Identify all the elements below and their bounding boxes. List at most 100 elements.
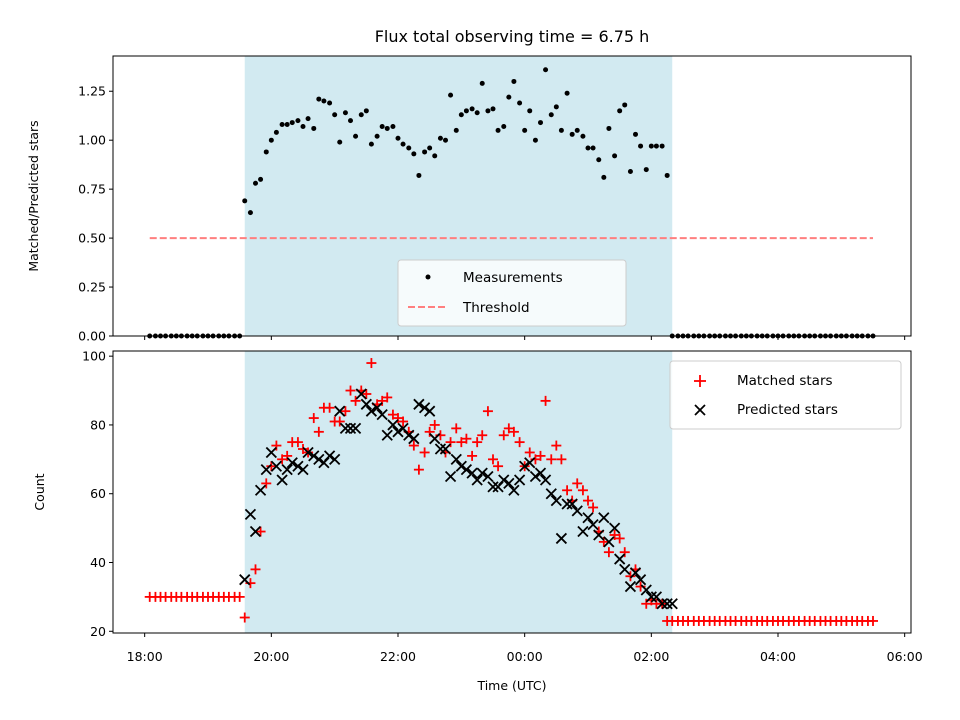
measurement-point [469, 106, 475, 112]
measurement-point [311, 125, 317, 131]
legend-measurements-label: Measurements [463, 270, 563, 286]
predicted-star-point [376, 408, 388, 421]
predicted-star-point [629, 567, 642, 579]
measurement-point [574, 127, 580, 133]
bottom-y-tick-label: 100 [82, 349, 106, 364]
predicted-star-point [450, 453, 462, 465]
top-y-axis-label: Matched/Predicted stars [26, 120, 41, 271]
matched-star-point [250, 564, 261, 575]
bottom-y-tick-label: 60 [90, 486, 106, 501]
matched-star-point [445, 437, 456, 448]
measurement-point [474, 110, 480, 116]
predicted-star-point [598, 512, 610, 524]
predicted-star-point [403, 429, 415, 441]
matched-star-point [456, 437, 467, 448]
predicted-star-point [265, 446, 277, 459]
predicted-star-point [308, 450, 320, 462]
measurement-point [289, 120, 295, 126]
matched-star-point [234, 591, 245, 602]
predicted-star-point [334, 405, 346, 417]
measurement-point [617, 108, 623, 114]
matched-star-point [271, 440, 282, 451]
matched-star-point [498, 430, 509, 441]
predicted-star-point [593, 529, 605, 541]
predicted-star-point [365, 405, 378, 417]
matched-star-point [540, 395, 551, 406]
measurement-point [495, 127, 501, 133]
bottom-x-tick-label: 20:00 [253, 649, 289, 664]
matched-star-point [503, 423, 514, 434]
bottom-x-tick-label: 04:00 [760, 649, 796, 664]
matched-star-point [261, 478, 272, 489]
measurement-point [601, 174, 607, 180]
measurement-point [527, 108, 533, 114]
top-plot-frame [112, 55, 912, 337]
bottom-x-tick-label: 00:00 [507, 649, 543, 664]
predicted-star-point [640, 584, 652, 596]
matched-star-point [583, 495, 593, 506]
matched-star-point [398, 416, 409, 427]
predicted-star-point [555, 532, 568, 545]
top-y-tick-label: 0.00 [78, 329, 106, 344]
top-y-tick-label: 1.00 [78, 133, 106, 148]
predicted-star-point [254, 484, 267, 496]
legend-matched-label: Matched stars [737, 373, 833, 389]
matched-star-point [393, 413, 403, 424]
measurement-point [295, 118, 301, 124]
predicted-star-point [392, 426, 404, 438]
measurement-point [390, 123, 396, 129]
predicted-star-point [339, 422, 352, 435]
measurement-point [284, 122, 290, 128]
predicted-star-point [624, 580, 637, 593]
measurement-point [569, 131, 575, 137]
matched-star-point [598, 536, 609, 547]
matched-star-point [266, 461, 277, 472]
measurement-point [247, 210, 253, 216]
predicted-star-point [413, 398, 425, 410]
predicted-star-point [418, 402, 431, 414]
predicted-star-point [498, 474, 510, 486]
matched-star-point [424, 426, 435, 437]
matched-star-point [282, 450, 293, 461]
measurement-point [363, 108, 369, 114]
predicted-star-point [587, 519, 599, 531]
top-panel: 0.00 0.25 0.50 0.75 1.00 1.25 Flux total obse… [26, 27, 912, 344]
matched-star-point [577, 485, 588, 496]
predicted-star-point [534, 467, 547, 479]
top-marks [147, 67, 876, 339]
measurement-point [268, 137, 274, 143]
measurement-point [374, 133, 380, 139]
matched-star-point [482, 406, 493, 417]
matched-star-point [493, 461, 504, 472]
matched-star-point [514, 437, 525, 448]
measurement-point [648, 143, 654, 149]
measurement-point [532, 137, 538, 143]
measurement-point [543, 67, 549, 73]
predicted-star-point [608, 522, 621, 534]
measurement-point [506, 94, 512, 100]
bottom-ticks: 20 40 60 80 100 18:00 20:00 22:00 00:00 02:00 04:0… [82, 349, 923, 664]
predicted-star-point [455, 460, 467, 472]
measurement-point [242, 198, 248, 204]
matched-star-point [535, 450, 546, 461]
measurement-point [321, 98, 327, 104]
top-y-tick-label: 0.75 [78, 182, 106, 197]
measurement-point [664, 172, 670, 178]
measurement-point [368, 141, 374, 147]
matched-star-point [556, 454, 567, 465]
predicted-star-point [566, 498, 578, 510]
predicted-star-point [545, 488, 557, 500]
matched-star-point [340, 406, 351, 417]
bottom-x-axis-label: Time (UTC) [476, 678, 546, 693]
measurement-point [258, 176, 264, 182]
matched-star-point [551, 440, 562, 451]
predicted-star-point [634, 574, 647, 586]
measurement-point [316, 96, 322, 102]
predicted-star-point [619, 563, 631, 576]
predicted-star-point [460, 464, 473, 476]
predicted-star-point [471, 474, 483, 486]
bottom-y-axis-label: Count [32, 473, 47, 510]
matched-star-point [277, 454, 288, 465]
predicted-star-point [371, 402, 383, 414]
